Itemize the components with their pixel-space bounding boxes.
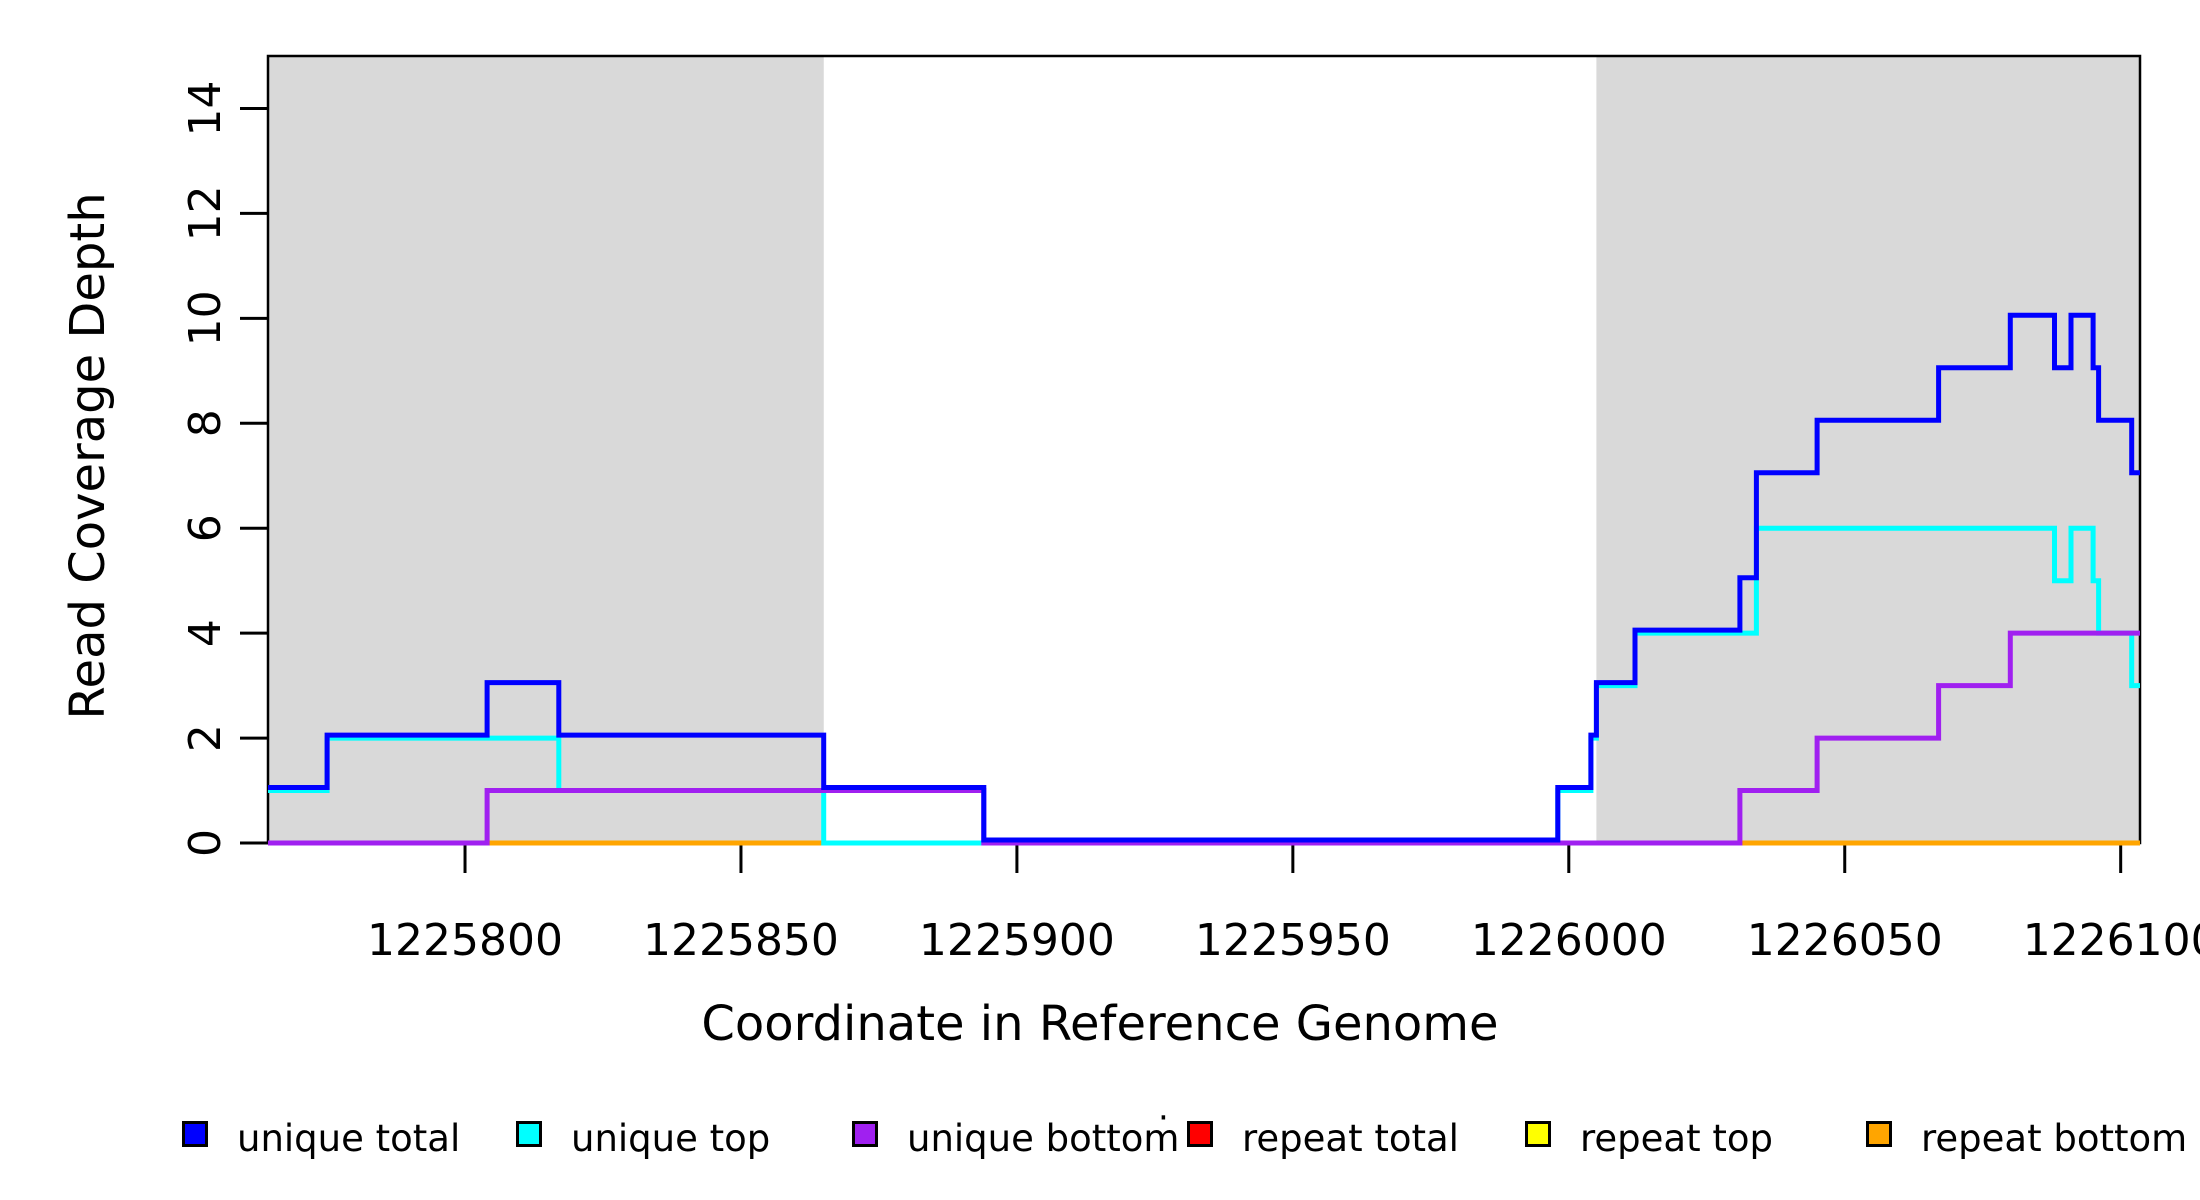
legend-swatch-repeat-total <box>1187 1121 1213 1147</box>
y-tick-label: 0 <box>180 829 231 857</box>
y-tick-label: 8 <box>180 409 231 437</box>
x-tick-label: 1225950 <box>1195 915 1391 966</box>
legend-label: unique total <box>237 1117 461 1160</box>
legend-label: unique top <box>571 1117 771 1160</box>
y-tick-label: 14 <box>180 80 231 136</box>
left-gray-region <box>268 56 824 843</box>
legend-swatch-repeat-top <box>1525 1121 1551 1147</box>
y-tick-label: 12 <box>180 185 231 241</box>
x-tick-label: 1226100 <box>2023 915 2200 966</box>
legend-swatch-unique-bottom <box>852 1121 878 1147</box>
legend-label: unique bottom <box>907 1117 1180 1160</box>
x-tick-label: 1225850 <box>643 915 839 966</box>
x-tick-label: 1226000 <box>1471 915 1667 966</box>
y-tick-label: 4 <box>180 619 231 647</box>
x-tick-label: 1225900 <box>919 915 1115 966</box>
legend-swatch-repeat-bottom <box>1866 1121 1892 1147</box>
x-tick-label: 1226050 <box>1747 915 1943 966</box>
y-tick-label: 6 <box>180 514 231 542</box>
legend-label: repeat total <box>1242 1117 1459 1160</box>
legend-swatch-unique-top <box>516 1121 542 1147</box>
legend-label: repeat top <box>1580 1117 1773 1160</box>
y-tick-label: 2 <box>180 724 231 752</box>
stray-dot-mark: · <box>1158 1098 1169 1138</box>
x-tick-label: 1225800 <box>367 915 563 966</box>
legend-swatch-unique-total <box>182 1121 208 1147</box>
x-axis-title: Coordinate in Reference Genome <box>701 996 1499 1052</box>
right-gray-region <box>1596 56 2140 843</box>
y-axis-title: Read Coverage Depth <box>60 192 116 720</box>
step-line-unique-bottom <box>268 630 2140 846</box>
y-tick-label: 10 <box>180 290 231 346</box>
step-line-unique-total <box>268 312 2140 843</box>
legend-label: repeat bottom <box>1921 1117 2188 1160</box>
